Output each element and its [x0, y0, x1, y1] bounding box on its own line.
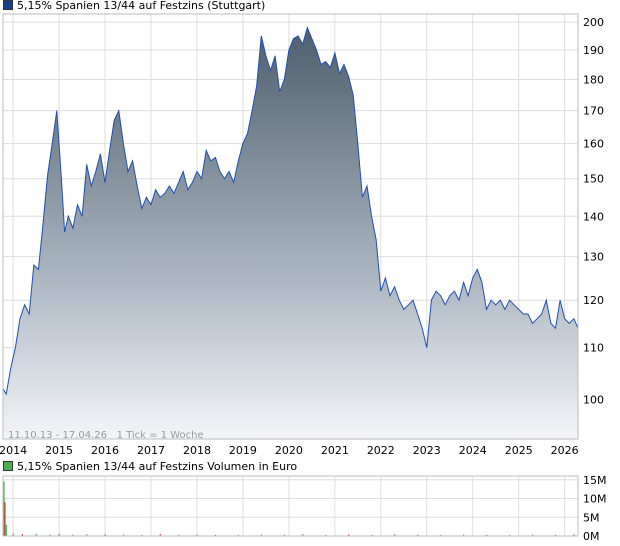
price-y-tick-label: 190: [583, 44, 604, 57]
price-y-tick-label: 200: [583, 16, 604, 29]
volume-bar: [417, 534, 419, 536]
volume-bar: [58, 534, 60, 536]
volume-bar: [3, 481, 5, 536]
volume-bar: [325, 534, 327, 536]
volume-bar: [4, 502, 6, 536]
volume-bar: [35, 533, 37, 536]
price-y-tick-label: 180: [583, 73, 604, 86]
x-year-tick-label: 2016: [91, 444, 119, 457]
volume-bar: [573, 534, 575, 536]
price-area: [3, 27, 578, 439]
volume-bar: [394, 534, 396, 536]
time-x-axis: 2014 2015 2016 2017 2018 2019 2020 2021 2022 2023…: [0, 444, 579, 457]
volume-bar: [72, 534, 74, 536]
volume-plot-frame: [2, 475, 579, 537]
volume-bar: [371, 534, 373, 536]
x-year-tick-label: 2023: [413, 444, 441, 457]
volume-bar: [531, 534, 534, 536]
volume-bar: [12, 533, 14, 536]
volume-bar: [237, 534, 240, 536]
price-y-tick-label: 120: [583, 294, 604, 307]
x-year-tick-label: 2018: [183, 444, 211, 457]
volume-bar: [509, 534, 511, 536]
volume-legend: 5,15% Spanien 13/44 auf Festzins Volumen…: [3, 461, 297, 473]
price-plot-frame: [2, 13, 579, 440]
volume-gridlines: [3, 476, 578, 537]
volume-series-swatch: [3, 461, 13, 471]
x-year-tick-label: 2017: [137, 444, 165, 457]
volume-bar: [86, 534, 88, 536]
volume-bar: [260, 534, 263, 536]
volume-bar: [486, 534, 488, 536]
volume-bar: [21, 534, 24, 536]
chart-period-note: 11.10.13 - 17.04.26 1 Tick = 1 Woche: [8, 430, 204, 441]
volume-bar: [196, 534, 198, 536]
x-year-tick-label: 2015: [45, 444, 73, 457]
volume-y-tick-label: 0M: [583, 530, 600, 543]
volume-bar: [302, 534, 304, 536]
price-legend: 5,15% Spanien 13/44 auf Festzins (Stuttg…: [3, 0, 265, 12]
price-y-tick-label: 130: [583, 251, 604, 264]
volume-bar: [463, 534, 465, 536]
volume-bar: [159, 534, 161, 536]
price-series-swatch: [3, 0, 13, 10]
volume-bar: [122, 534, 125, 536]
volume-legend-label: 5,15% Spanien 13/44 auf Festzins Volumen…: [17, 460, 298, 473]
volume-bar: [440, 534, 442, 536]
x-year-tick-label: 2026: [551, 444, 579, 457]
volume-bar: [554, 534, 557, 536]
price-y-axis: 100 110 120 130 140 150 160 170 180 190 200: [583, 16, 604, 406]
x-year-tick-label: 2014: [0, 444, 27, 457]
price-y-tick-label: 140: [583, 210, 604, 223]
volume-y-tick-label: 5M: [583, 511, 600, 524]
volume-bar: [49, 534, 51, 536]
volume-bar: [5, 524, 7, 536]
x-year-tick-label: 2022: [367, 444, 395, 457]
price-line: [2, 26, 579, 396]
price-y-tick-label: 160: [583, 138, 604, 151]
volume-y-axis: 15M 10M 5M 0M: [583, 474, 607, 543]
price-y-tick-label: 100: [583, 393, 604, 406]
volume-bar: [214, 534, 217, 536]
volume-bar: [348, 534, 350, 536]
volume-bar: [178, 534, 180, 536]
volume-bar: [141, 534, 143, 536]
x-year-tick-label: 2019: [229, 444, 257, 457]
x-year-tick-label: 2020: [275, 444, 303, 457]
x-year-tick-label: 2021: [321, 444, 349, 457]
volume-bars: [3, 481, 575, 536]
volume-y-tick-label: 10M: [583, 493, 607, 506]
price-y-tick-label: 170: [583, 105, 604, 118]
volume-bar: [283, 534, 285, 536]
price-y-tick-label: 110: [583, 342, 604, 355]
x-year-tick-label: 2025: [505, 444, 533, 457]
x-year-tick-label: 2024: [459, 444, 487, 457]
price-y-tick-label: 150: [583, 173, 604, 186]
volume-y-tick-label: 15M: [583, 474, 607, 487]
volume-bar: [104, 534, 106, 536]
price-legend-label: 5,15% Spanien 13/44 auf Festzins (Stuttg…: [17, 0, 266, 12]
